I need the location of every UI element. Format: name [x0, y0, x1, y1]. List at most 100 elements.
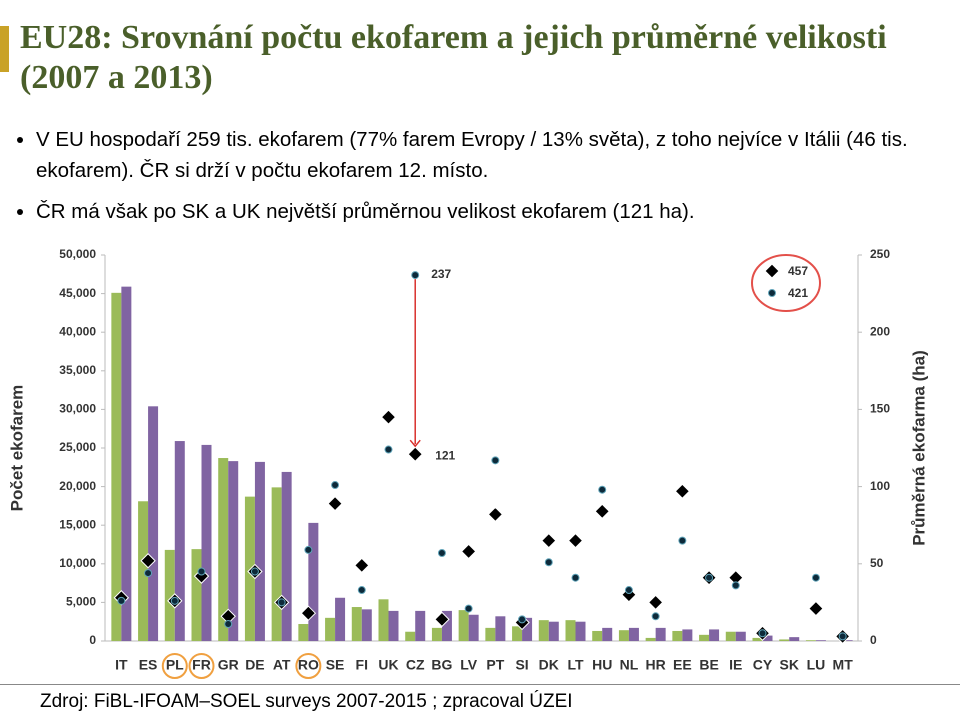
annotation: 237 — [431, 267, 451, 281]
diamond-point — [140, 553, 156, 569]
bar — [298, 624, 309, 641]
diamond-point — [541, 532, 557, 549]
x-tick-label: DK — [539, 657, 559, 673]
circle-point — [277, 598, 286, 607]
bar — [565, 620, 576, 641]
y-tick-label: 5,000 — [66, 595, 96, 609]
bar — [618, 630, 629, 641]
arrowhead — [409, 439, 421, 448]
circle-point — [411, 271, 420, 280]
circle-point — [731, 581, 740, 590]
bar — [789, 637, 800, 641]
bar — [308, 522, 319, 641]
bar — [405, 631, 416, 641]
annotation: 457 — [788, 264, 808, 278]
source: Zdroj: FiBL-IFOAM–SOEL surveys 2007-2015… — [0, 684, 960, 713]
x-tick-label: PL — [166, 657, 184, 673]
circle-point — [571, 573, 580, 582]
bar — [842, 640, 853, 641]
x-tick-label: LV — [460, 657, 478, 673]
bar — [815, 640, 826, 641]
bar — [415, 610, 426, 641]
circle-point — [250, 567, 259, 576]
circle-point — [331, 481, 340, 490]
circle-point — [624, 586, 633, 595]
y2-tick-label: 200 — [870, 324, 890, 338]
diamond-point — [674, 483, 691, 499]
y-tick-label: 15,000 — [59, 517, 96, 531]
bar — [538, 620, 549, 641]
y-tick-label: 10,000 — [59, 556, 96, 570]
y-tick-label: 35,000 — [59, 363, 96, 377]
circle-point — [304, 545, 313, 554]
x-tick-label: IE — [729, 657, 742, 673]
bar — [281, 471, 292, 641]
category-highlight — [161, 653, 188, 679]
bar — [388, 610, 399, 641]
y-tick-label: 50,000 — [59, 247, 96, 261]
bar — [682, 629, 693, 641]
x-tick-label: EE — [673, 657, 692, 673]
x-tick-label: SE — [326, 657, 345, 673]
circle-point — [544, 558, 553, 567]
y2-tick-label: 0 — [870, 633, 877, 647]
circle-point — [518, 615, 527, 624]
bar — [431, 627, 442, 641]
diamond-point — [647, 594, 664, 611]
x-tick-label: LT — [567, 657, 584, 673]
bullet: ČR má však po SK a UK největší průměrnou… — [36, 196, 956, 227]
accent — [0, 26, 9, 72]
y-tick-label: 20,000 — [59, 479, 96, 493]
legend-circle — [768, 289, 776, 297]
diamond-point — [460, 543, 477, 560]
circle-point — [598, 485, 607, 494]
annotation: 121 — [435, 448, 455, 462]
diamond-point — [487, 506, 504, 523]
x-tick-label: HR — [646, 657, 666, 673]
diamond-point — [380, 409, 397, 425]
diamond-point — [407, 446, 423, 462]
bar — [441, 610, 452, 641]
circle-point — [197, 567, 206, 576]
diamond-point — [327, 495, 343, 512]
bar — [672, 630, 683, 641]
bar — [138, 501, 149, 641]
diamond-point — [434, 611, 450, 628]
bar — [254, 461, 265, 641]
y2-tick-label: 50 — [870, 556, 884, 570]
y-tick-label: 30,000 — [59, 402, 96, 416]
bar — [709, 629, 720, 641]
bar — [805, 640, 816, 641]
bar — [725, 631, 736, 641]
bar — [655, 627, 666, 641]
x-tick-label: UK — [378, 657, 398, 673]
bar — [458, 610, 469, 641]
x-tick-label: BG — [431, 657, 452, 673]
circle-point — [437, 548, 446, 557]
y-axis-label: Počet ekofarem — [7, 385, 26, 512]
x-tick-label: MT — [833, 657, 854, 673]
title: EU28: Srovnání počtu ekofarem a jejich p… — [20, 19, 887, 96]
x-tick-label: FR — [192, 657, 211, 673]
bar — [228, 461, 239, 641]
x-tick-label: BE — [699, 657, 718, 673]
x-tick-label: AT — [273, 657, 291, 673]
x-tick-label: NL — [620, 657, 639, 673]
bar — [699, 634, 710, 641]
diamond-point — [300, 605, 317, 621]
x-tick-label: HU — [592, 657, 612, 673]
circle-point — [838, 632, 847, 641]
circle-point — [705, 573, 714, 582]
bar — [325, 617, 336, 641]
circle-point — [357, 586, 366, 595]
bar — [779, 639, 790, 641]
bar — [522, 617, 533, 641]
bar — [485, 627, 496, 641]
diamond-point — [808, 600, 824, 617]
legend-diamond — [764, 263, 780, 279]
bar — [468, 614, 479, 641]
category-highlight — [295, 653, 322, 679]
annotation: 421 — [788, 286, 808, 300]
y2-tick-label: 250 — [870, 247, 890, 261]
bar — [512, 626, 523, 641]
